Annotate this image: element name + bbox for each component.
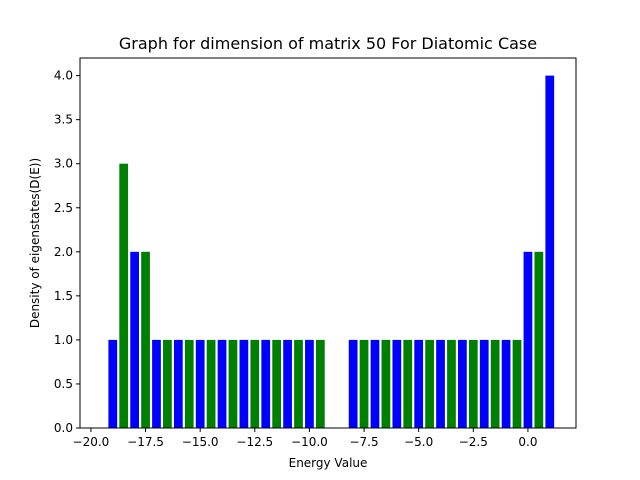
y-tick-label: 0.5 (54, 377, 73, 391)
bar-series1-7 (261, 339, 271, 428)
x-tick-label: −15.0 (182, 435, 219, 449)
bar-series2-0 (119, 163, 129, 428)
bar-series2-13 (425, 339, 434, 428)
x-tick-label: 0.0 (518, 435, 537, 449)
y-tick-label: 3.5 (54, 113, 73, 127)
bar-series1-13 (414, 339, 424, 428)
bar-series1-18 (523, 251, 533, 428)
bar-series1-16 (479, 339, 489, 428)
bar-series1-1 (130, 251, 139, 428)
bar-series1-5 (217, 339, 227, 428)
y-tick-label: 1.5 (54, 289, 73, 303)
bar-series1-9 (305, 339, 314, 428)
bar-series2-8 (294, 339, 303, 428)
bar-series2-10 (359, 339, 369, 428)
y-tick-label: 2.5 (54, 201, 73, 215)
plot-frame (79, 57, 577, 429)
x-tick-label: −12.5 (236, 435, 273, 449)
y-axis-label: Density of eigenstates(D(E)) (28, 158, 42, 328)
bar-series2-18 (534, 251, 544, 428)
x-tick-label: −7.5 (349, 435, 378, 449)
bar-series1-10 (348, 339, 358, 428)
bar-series2-9 (315, 339, 325, 428)
y-tick-label: 2.0 (54, 245, 73, 259)
bar-series1-3 (173, 339, 183, 428)
x-axis-ticks: −20.0 −17.5 −15.0 −12.5 −10.0 −7.5 −5.0 −2.5 0.0 (73, 428, 537, 449)
x-tick-label: −17.5 (127, 435, 164, 449)
bar-series2-16 (490, 339, 500, 428)
bar-series1-2 (152, 339, 161, 428)
bar-series2-14 (447, 339, 456, 428)
x-tick-label: −2.5 (459, 435, 488, 449)
bar-series2-5 (228, 339, 238, 428)
bar-series2-7 (272, 339, 282, 428)
x-tick-label: −5.0 (404, 435, 433, 449)
bar-series2-12 (403, 339, 413, 428)
bar-series1-15 (458, 339, 467, 428)
bar-series2-6 (250, 339, 260, 428)
y-tick-label: 1.0 (54, 333, 73, 347)
bar-series1-4 (195, 339, 205, 428)
bar-series1-6 (239, 339, 249, 428)
x-tick-label: −10.0 (291, 435, 328, 449)
y-tick-label: 0.0 (54, 421, 73, 435)
y-tick-label: 4.0 (54, 69, 73, 83)
bar-series1-0 (108, 339, 118, 428)
bar-series1-14 (436, 339, 445, 428)
bar-series2-2 (163, 339, 172, 428)
bar-series2-4 (206, 339, 216, 428)
x-axis-label: Energy Value (289, 456, 368, 470)
bar-series1-19 (545, 75, 555, 429)
y-axis-ticks: 0.0 0.5 1.0 1.5 2.0 2.5 3.0 3.5 4.0 (54, 69, 80, 435)
bar-series2-3 (184, 339, 194, 428)
bar-series1-8 (283, 339, 292, 428)
bars-group (108, 75, 555, 429)
bar-series1-17 (501, 339, 511, 428)
x-tick-label: −20.0 (73, 435, 110, 449)
bar-series2-11 (381, 339, 391, 428)
bar-series2-15 (468, 339, 478, 428)
bar-series2-17 (512, 339, 522, 428)
y-tick-label: 3.0 (54, 157, 73, 171)
bar-series1-12 (392, 339, 402, 428)
bar-series1-11 (370, 339, 380, 428)
bar-series2-1 (141, 251, 150, 428)
chart-title: Graph for dimension of matrix 50 For Dia… (119, 34, 537, 53)
